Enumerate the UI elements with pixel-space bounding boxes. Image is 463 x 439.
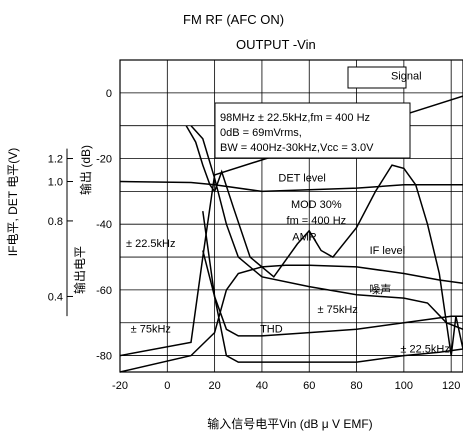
y-tick-labels: 0 -20 -40 -60 -80 (96, 88, 112, 363)
annotation-label: ± 75kHz (317, 304, 357, 316)
y-tick-label: -60 (96, 285, 112, 297)
y-tick-label: -80 (96, 351, 112, 363)
condition-line: 98MHz ± 22.5kHz,fm = 400 Hz (220, 112, 370, 124)
annotation-label: fm = 400 Hz (287, 215, 347, 227)
x-tick-label: 60 (303, 380, 315, 392)
series-line (119, 264, 463, 373)
annotation-label: AMR (292, 232, 317, 244)
volt-tick-label: 0.4 (48, 291, 63, 303)
condition-line: 0dB = 69mVrms, (220, 127, 302, 139)
series-line (202, 250, 463, 337)
x-tick-label: 100 (395, 380, 413, 392)
annotation-label: THD (260, 324, 283, 336)
conditions-box-frame (214, 102, 411, 159)
volt-tick-labels: 1.2 1.0 0.8 0.4 (48, 154, 73, 303)
annotation-label: ± 22.5kHz (400, 343, 449, 355)
annotation-label: 噪声 (369, 282, 391, 296)
x-tick-labels: -20 0 20 40 60 80 100 120 (112, 380, 460, 392)
series-line (119, 180, 463, 193)
chart-title: FM RF (AFC ON) (183, 12, 284, 27)
volt-tick-label: 0.8 (48, 216, 63, 228)
x-tick-label: 20 (208, 380, 220, 392)
y-tick-label: -20 (96, 154, 112, 166)
annotation-label: MOD 30% (291, 199, 342, 211)
condition-line: BW = 400Hz-30kHz,Vcc = 3.0V (220, 142, 374, 154)
y-axis-label-left: IF电平, DET 电平(V) (6, 148, 20, 256)
series-group (119, 95, 463, 373)
x-tick-label: 80 (350, 380, 362, 392)
y-axis-label-output-level: 输出电平 (72, 246, 87, 294)
signal-label-box (347, 66, 407, 89)
x-tick-label: 40 (256, 380, 268, 392)
x-tick-label: -20 (112, 380, 128, 392)
y-tick-label: -40 (96, 219, 112, 231)
annotation-label: DET level (278, 173, 325, 185)
annotations: Signal DET level MOD 30% fm = 400 Hz AMR IF l… (126, 71, 450, 356)
signal-box-frame (347, 66, 407, 89)
annotation-label: Signal (391, 71, 422, 83)
series-line (190, 125, 463, 330)
volt-tick-label: 1.0 (48, 177, 63, 189)
annotation-label: ± 75kHz (131, 324, 171, 336)
x-axis-label: 输入信号电平Vin (dB μ V EMF) (207, 416, 372, 431)
annotation-label: IF level (370, 245, 405, 257)
annotation-label: ± 22.5kHz (126, 238, 175, 250)
series-line (202, 210, 463, 363)
chart-subtitle: OUTPUT -Vin (236, 37, 316, 52)
series-line (185, 125, 463, 356)
x-tick-label: 120 (442, 380, 460, 392)
x-tick-label: 0 (164, 380, 170, 392)
plot-frame (119, 59, 463, 373)
conditions-box: 98MHz ± 22.5kHz,fm = 400 Hz 0dB = 69mVrms… (214, 102, 411, 159)
y-tick-label: 0 (106, 88, 112, 100)
y-axis-label-output-db: 输出 (dB) (78, 145, 93, 195)
volt-tick-label: 1.2 (48, 154, 63, 166)
